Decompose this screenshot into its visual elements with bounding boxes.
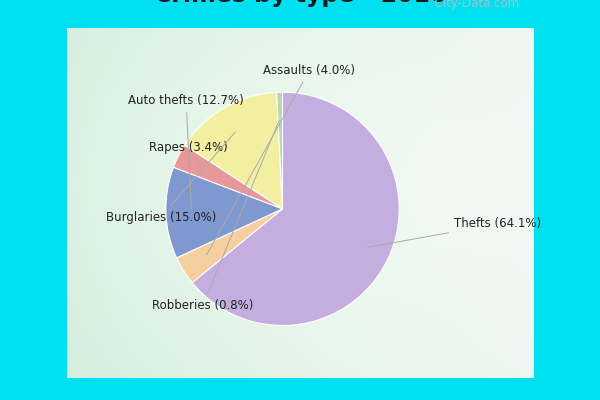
Wedge shape	[166, 167, 283, 258]
Text: Robberies (0.8%): Robberies (0.8%)	[152, 120, 279, 312]
Text: Assaults (4.0%): Assaults (4.0%)	[207, 64, 355, 255]
Text: Thefts (64.1%): Thefts (64.1%)	[367, 218, 541, 247]
Text: Crimes by type - 2016: Crimes by type - 2016	[154, 0, 446, 6]
Wedge shape	[192, 92, 399, 326]
Text: City-Data.com: City-Data.com	[427, 0, 520, 10]
Text: Rapes (3.4%): Rapes (3.4%)	[149, 140, 227, 165]
Wedge shape	[176, 209, 283, 283]
Text: Burglaries (15.0%): Burglaries (15.0%)	[106, 132, 235, 224]
Text: Auto thefts (12.7%): Auto thefts (12.7%)	[128, 94, 244, 209]
Wedge shape	[173, 145, 283, 209]
Wedge shape	[185, 92, 283, 209]
Wedge shape	[277, 92, 283, 209]
